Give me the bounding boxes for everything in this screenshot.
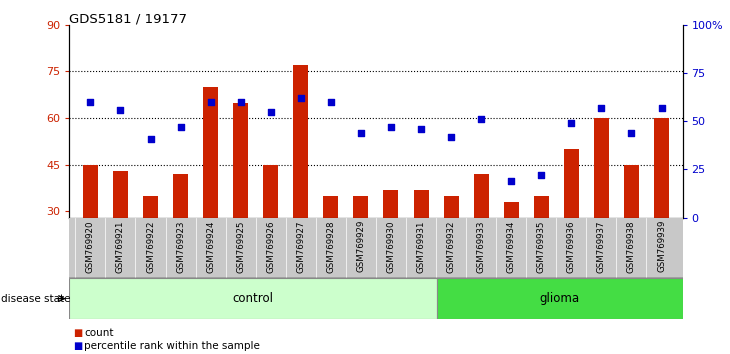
Text: glioma: glioma <box>540 292 580 305</box>
Text: disease state: disease state <box>1 293 71 304</box>
Point <box>265 109 277 114</box>
Text: GSM769929: GSM769929 <box>356 220 366 273</box>
Bar <box>437 278 683 319</box>
Point <box>355 130 366 136</box>
Point <box>566 120 577 126</box>
Bar <box>113 171 128 305</box>
Text: GSM769931: GSM769931 <box>417 220 426 273</box>
Bar <box>654 118 669 305</box>
Point <box>535 172 547 178</box>
Bar <box>293 65 308 305</box>
Bar <box>323 196 339 305</box>
Point <box>325 99 337 105</box>
Text: GSM769939: GSM769939 <box>657 220 666 273</box>
Bar <box>444 196 458 305</box>
Text: GSM769932: GSM769932 <box>447 220 456 273</box>
Point <box>85 99 96 105</box>
Bar <box>83 165 98 305</box>
Point <box>115 107 126 113</box>
Point <box>205 99 217 105</box>
Point <box>445 134 457 139</box>
Point <box>656 105 667 110</box>
Text: GSM769936: GSM769936 <box>566 220 576 273</box>
Text: GSM769938: GSM769938 <box>627 220 636 273</box>
Text: GSM769930: GSM769930 <box>386 220 396 273</box>
Text: GSM769933: GSM769933 <box>477 220 485 273</box>
Text: GSM769935: GSM769935 <box>537 220 546 273</box>
Text: GSM769928: GSM769928 <box>326 220 335 273</box>
Text: GSM769937: GSM769937 <box>597 220 606 273</box>
Text: GDS5181 / 19177: GDS5181 / 19177 <box>69 12 188 25</box>
Text: GSM769927: GSM769927 <box>296 220 305 273</box>
Bar <box>69 278 437 319</box>
Text: GSM769923: GSM769923 <box>176 220 185 273</box>
Point <box>235 99 247 105</box>
Point <box>626 130 637 136</box>
Point <box>174 124 186 130</box>
Bar <box>594 118 609 305</box>
Bar <box>143 196 158 305</box>
Bar <box>233 103 248 305</box>
Point <box>415 126 427 132</box>
Bar <box>504 202 519 305</box>
Point <box>145 136 156 142</box>
Text: GSM769934: GSM769934 <box>507 220 515 273</box>
Text: percentile rank within the sample: percentile rank within the sample <box>84 341 260 351</box>
Text: GSM769925: GSM769925 <box>237 220 245 273</box>
Point <box>505 178 517 184</box>
Text: GSM769926: GSM769926 <box>266 220 275 273</box>
Text: control: control <box>233 292 274 305</box>
Point <box>385 124 397 130</box>
Bar <box>624 165 639 305</box>
Bar <box>264 165 278 305</box>
Text: GSM769921: GSM769921 <box>116 220 125 273</box>
Text: ■: ■ <box>73 329 82 338</box>
Bar <box>353 196 369 305</box>
Point <box>596 105 607 110</box>
Bar <box>173 174 188 305</box>
Text: ■: ■ <box>73 341 82 351</box>
Bar <box>383 190 399 305</box>
Point <box>475 116 487 122</box>
Text: GSM769924: GSM769924 <box>206 220 215 273</box>
Text: GSM769920: GSM769920 <box>86 220 95 273</box>
Bar <box>534 196 549 305</box>
Point <box>295 95 307 101</box>
Bar <box>203 87 218 305</box>
Bar <box>413 190 429 305</box>
Text: count: count <box>84 329 113 338</box>
Bar <box>474 174 488 305</box>
Text: GSM769922: GSM769922 <box>146 220 155 273</box>
Bar <box>564 149 579 305</box>
